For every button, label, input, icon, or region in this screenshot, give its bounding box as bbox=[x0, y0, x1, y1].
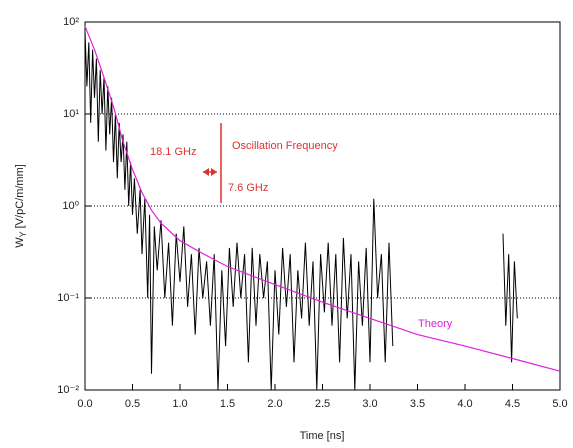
y-label-main: W bbox=[14, 237, 26, 248]
y-axis-label: WY [V/pC/m/mm] bbox=[14, 164, 28, 248]
x-tick-label: 5.0 bbox=[552, 398, 567, 410]
y-tick-label: 10⁰ bbox=[62, 200, 79, 212]
series-line bbox=[84, 30, 518, 391]
y-tick-label: 10¹ bbox=[63, 108, 79, 120]
x-tick-label: 2.0 bbox=[267, 398, 282, 410]
y-tick-label: 10⁻² bbox=[57, 384, 79, 396]
x-axis-label: Time [ns] bbox=[300, 430, 345, 442]
y-tick-label: 10⁻¹ bbox=[57, 292, 79, 304]
annotation-arrowhead bbox=[203, 168, 209, 176]
x-tick-label: 1.5 bbox=[220, 398, 235, 410]
annotation: 18.1 GHz bbox=[150, 146, 196, 158]
annotation: Theory bbox=[418, 318, 453, 330]
y-label-sub: Y bbox=[18, 231, 28, 237]
x-tick-label: 4.5 bbox=[505, 398, 520, 410]
x-tick-label: 0.5 bbox=[125, 398, 140, 410]
x-tick-label: 4.0 bbox=[457, 398, 472, 410]
annotation: 7.6 GHz bbox=[228, 182, 268, 194]
x-tick-label: 3.5 bbox=[410, 398, 425, 410]
annotation: Oscillation Frequency bbox=[232, 140, 338, 152]
x-tick-label: 2.5 bbox=[315, 398, 330, 410]
series-line bbox=[84, 25, 561, 372]
annotation-arrowhead bbox=[211, 168, 217, 176]
x-tick-label: 0.0 bbox=[77, 398, 92, 410]
y-tick-label: 10² bbox=[63, 16, 79, 28]
x-tick-label: 3.0 bbox=[362, 398, 377, 410]
y-label-unit: [V/pC/m/mm] bbox=[14, 164, 26, 228]
x-tick-label: 1.0 bbox=[172, 398, 187, 410]
